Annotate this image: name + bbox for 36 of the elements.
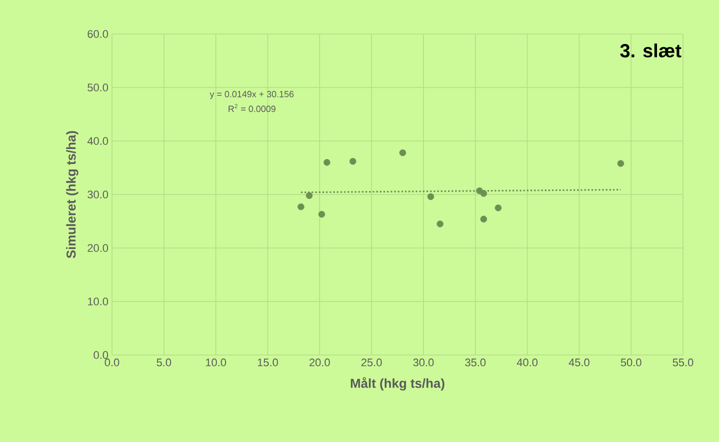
y-tick-label: 10.0: [88, 298, 108, 306]
x-tick-label: 35.0: [465, 358, 486, 366]
point: [480, 190, 488, 197]
point: [306, 192, 313, 199]
chart-title: 3. slæt: [620, 44, 682, 58]
x-tick-label: 55.0: [672, 358, 694, 366]
y-tick-label: 0.0: [94, 351, 108, 359]
y-axis-title: Simuleret (hkg ts/ha): [66, 131, 78, 258]
annotation: y = 0.0149x + 30.156: [210, 90, 294, 100]
y-tick-label: 30.0: [88, 190, 108, 198]
x-tick-label: 40.0: [516, 358, 538, 366]
point: [298, 203, 304, 210]
point: [324, 159, 330, 166]
point: [427, 193, 434, 200]
x-tick-label: 25.0: [361, 358, 382, 366]
x-tick-label: 5.0: [156, 358, 172, 366]
y-tick-label: 40.0: [87, 137, 108, 145]
point: [349, 158, 356, 165]
x-tick-label: 0.0: [104, 358, 120, 366]
point: [480, 216, 488, 222]
point: [494, 204, 502, 212]
point: [399, 149, 406, 156]
x-axis-title: Målt (hkg ts/ha): [350, 377, 444, 391]
x-tick-label: 50.0: [620, 358, 642, 366]
y-tick-label: 20.0: [88, 244, 108, 252]
y-tick-label: 60.0: [88, 30, 108, 38]
point: [436, 220, 444, 228]
annotation: R$^{2}$ = 0.0009: [228, 104, 276, 112]
x-tick-label: 45.0: [568, 358, 590, 366]
x-tick-label: 20.0: [310, 358, 330, 366]
point: [617, 160, 624, 167]
y-tick-label: 50.0: [88, 84, 108, 92]
x-tick-label: 10.0: [206, 358, 226, 366]
point: [318, 210, 326, 218]
x-tick-label: 15.0: [258, 358, 278, 366]
x-tick-label: 30.0: [413, 358, 434, 366]
